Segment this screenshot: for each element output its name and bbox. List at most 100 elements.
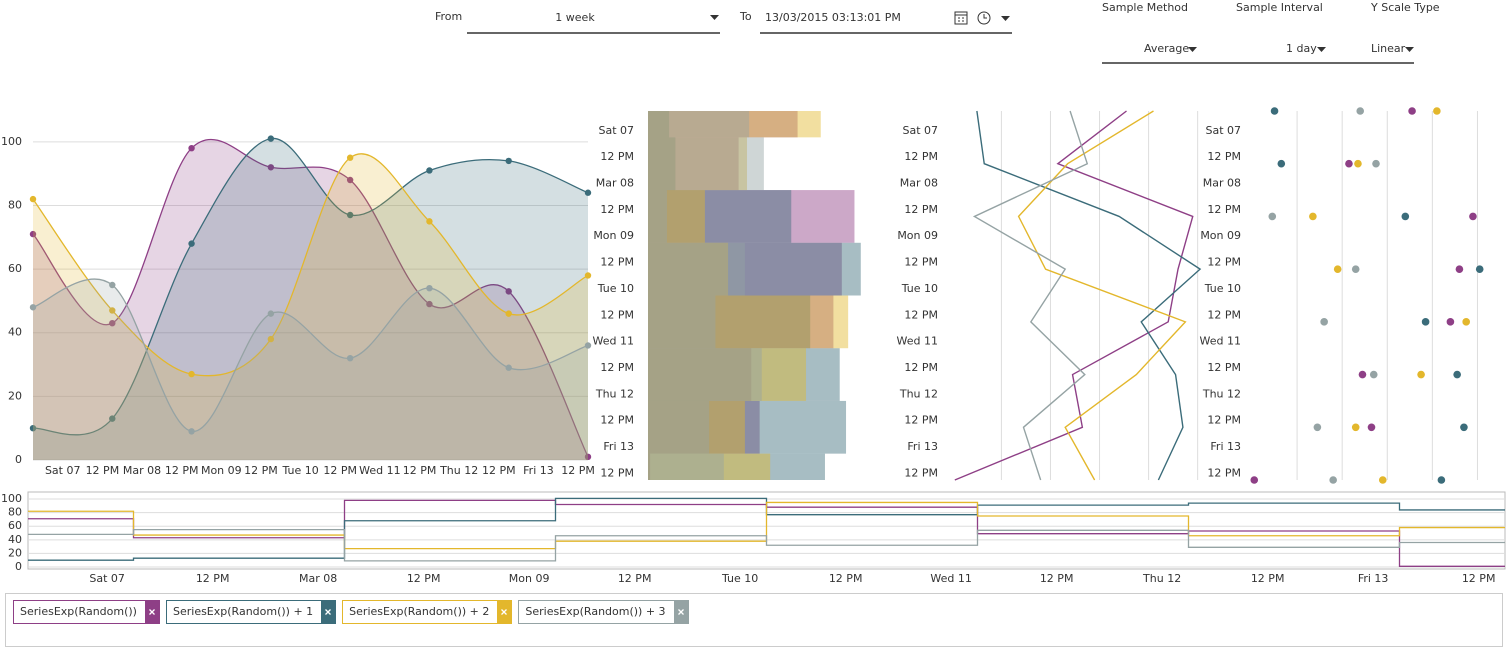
date-icons[interactable] (954, 10, 1014, 26)
y-scale-select[interactable]: Linear (1371, 42, 1406, 55)
remove-series-button[interactable] (144, 601, 159, 623)
y-tick-label: 100 (1, 492, 22, 505)
sample-interval-label: Sample Interval (1236, 1, 1323, 14)
legend-label: SeriesExp(Random()) + 2 (349, 605, 490, 618)
x-tick-label: Mar 08 (123, 464, 161, 477)
time-tick-label: Fri 13 (907, 440, 938, 453)
x-tick-label: Tue 10 (721, 572, 758, 585)
data-point (1469, 212, 1477, 221)
close-icon (677, 609, 684, 615)
time-tick-label: 12 PM (600, 256, 634, 269)
data-point (1268, 212, 1277, 221)
time-tick-label: 12 PM (904, 414, 938, 427)
legend-label: SeriesExp(Random()) + 3 (525, 605, 666, 618)
x-tick-label: 12 PM (196, 572, 230, 585)
data-point (29, 304, 37, 311)
sample-interval-select[interactable]: 1 day (1286, 42, 1317, 55)
to-label: To (740, 10, 752, 23)
x-tick-label: 12 PM (86, 464, 120, 477)
dropdown-arrow[interactable] (1188, 47, 1198, 53)
remove-series-button[interactable] (673, 601, 688, 623)
legend-label: SeriesExp(Random()) + 1 (172, 605, 314, 618)
dropdown-arrow[interactable] (710, 15, 720, 21)
bar (648, 137, 748, 191)
y-tick-label: 60 (8, 519, 22, 532)
y-tick-label: 80 (8, 198, 22, 211)
time-tick-label: Sat 07 (1205, 124, 1241, 137)
y-tick-label: 40 (8, 326, 22, 339)
line (972, 110, 1089, 481)
dropdown-arrow[interactable] (1317, 47, 1327, 53)
data-point (1369, 370, 1378, 379)
time-tick-label: Tue 10 (1204, 282, 1241, 295)
area-fill (33, 153, 588, 461)
data-point (267, 135, 275, 142)
x-tick-label: Mon 09 (201, 464, 242, 477)
range-select[interactable]: 1 week (555, 11, 595, 24)
data-point (1277, 159, 1286, 168)
time-tick-label: 12 PM (1207, 203, 1241, 216)
bar (648, 137, 764, 191)
bar (648, 111, 798, 138)
data-point (188, 240, 195, 247)
time-tick-label: 12 PM (904, 150, 938, 163)
data-point (1462, 318, 1470, 326)
remove-series-button[interactable] (321, 601, 336, 623)
data-point (584, 272, 592, 279)
y-tick-label: 20 (8, 546, 22, 559)
remove-series-button[interactable] (497, 601, 512, 623)
y-scale-label: Y Scale Type (1371, 1, 1440, 14)
y-tick-label: 80 (8, 506, 22, 519)
time-tick-label: Mon 09 (1200, 229, 1241, 242)
data-point (1408, 107, 1416, 115)
navigator-frame (27, 491, 1506, 570)
data-point (505, 364, 512, 371)
underline (760, 32, 1012, 34)
data-point (1313, 423, 1322, 432)
data-point (505, 157, 512, 165)
x-tick-label: 12 PM (323, 464, 357, 477)
x-tick-label: 12 PM (1040, 572, 1074, 585)
time-tick-label: Fri 13 (1210, 440, 1241, 453)
legend-chip: SeriesExp(Random()) + 3 (518, 600, 689, 624)
line (976, 110, 1202, 481)
underline (467, 32, 720, 34)
data-point (109, 281, 116, 289)
area-line (32, 278, 589, 433)
y-tick-label: 100 (1, 135, 22, 148)
sample-method-select[interactable]: Average (1144, 42, 1190, 55)
area-fill (33, 139, 588, 461)
time-tick-label: 12 PM (904, 466, 938, 479)
legend-chip: SeriesExp(Random()) + 2 (342, 600, 513, 624)
time-tick-label: Thu 12 (899, 387, 938, 400)
line (1017, 110, 1187, 481)
sample-method-label: Sample Method (1102, 1, 1188, 14)
data-point (1333, 265, 1342, 273)
bar (648, 400, 847, 454)
data-point (1437, 476, 1446, 484)
data-point (346, 354, 354, 362)
data-point (346, 154, 354, 161)
time-tick-label: Wed 11 (897, 335, 938, 348)
data-point (1446, 318, 1455, 326)
bar (648, 242, 729, 296)
data-point (346, 211, 354, 219)
bar (648, 295, 716, 349)
bar (648, 348, 752, 401)
data-point (1372, 159, 1380, 168)
bar (648, 111, 670, 138)
to-input[interactable]: 13/03/2015 03:13:01 PM (765, 11, 901, 24)
y-tick-label: 0 (15, 560, 22, 573)
bar (648, 137, 676, 191)
data-point (584, 342, 592, 349)
dropdown-arrow[interactable] (1405, 47, 1415, 53)
x-tick-label: 12 PM (561, 464, 595, 477)
bar (648, 295, 849, 349)
bar (648, 137, 739, 191)
x-tick-label: Thu 12 (439, 464, 478, 477)
data-point (1351, 423, 1360, 432)
x-tick-label: 12 PM (1251, 572, 1285, 585)
underline (1102, 62, 1414, 64)
